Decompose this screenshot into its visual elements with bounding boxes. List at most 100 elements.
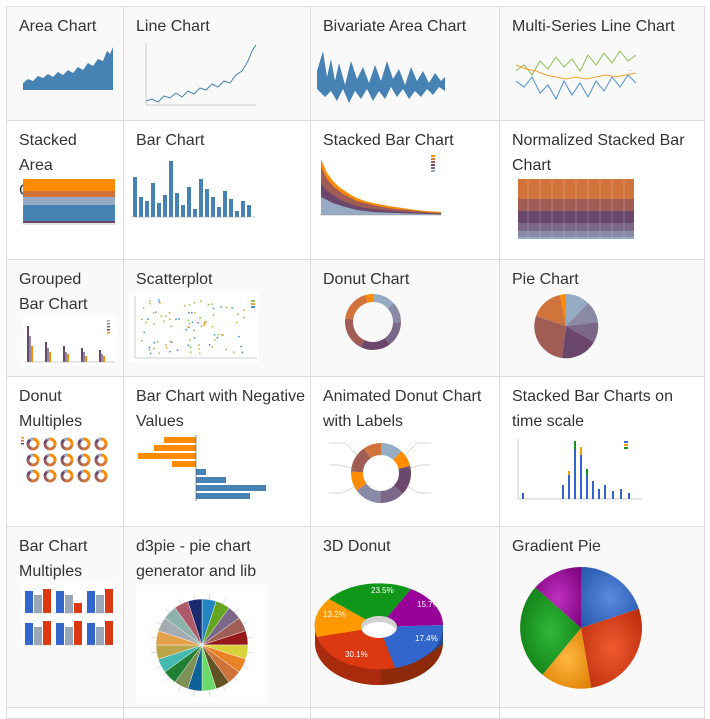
d3pie-label-line bbox=[234, 677, 239, 682]
bivariate-area-chart-thumbnail[interactable] bbox=[317, 41, 445, 111]
d3pie-label-line bbox=[150, 636, 157, 638]
chart-title-link[interactable]: d3pie - pie chart generator and lib bbox=[136, 538, 257, 580]
gallery-cell-bar-chart-negative[interactable]: Bar Chart with Negative Values bbox=[123, 376, 311, 527]
chart-title-link[interactable]: Line Chart bbox=[136, 18, 210, 35]
stacked-bar-chart-thumbnail[interactable] bbox=[317, 153, 445, 221]
gallery-cell-donut-multiples[interactable]: Donut Multiples bbox=[6, 376, 124, 527]
scatter-point bbox=[199, 316, 201, 319]
chart-title-link[interactable]: Pie Chart bbox=[512, 271, 579, 288]
gallery-cell-line-chart[interactable]: Line Chart bbox=[123, 6, 311, 121]
scatter-point bbox=[188, 339, 191, 341]
gradient-pie-thumbnail[interactable] bbox=[516, 563, 646, 693]
gallery-cell-stacked-bar-chart[interactable]: Stacked Bar Chart bbox=[310, 120, 500, 260]
normalized-stacked-bar-chart-thumbnail[interactable] bbox=[518, 179, 634, 241]
scatter-point bbox=[158, 352, 161, 355]
chart-title-link[interactable]: Multi-Series Line Chart bbox=[512, 18, 675, 35]
donut-multiples-thumbnail[interactable] bbox=[21, 435, 115, 485]
scatter-point bbox=[193, 329, 195, 332]
chart-title-link[interactable]: Donut Chart bbox=[323, 271, 410, 288]
scatter-point bbox=[148, 349, 151, 351]
chart-title-link[interactable]: Gradient Pie bbox=[512, 538, 601, 555]
gallery-cell-partial[interactable] bbox=[6, 707, 124, 719]
bar-chart-thumbnail[interactable] bbox=[129, 153, 257, 221]
gallery-cell-d3pie[interactable]: d3pie - pie chart generator and lib bbox=[123, 526, 311, 708]
gallery-cell-grouped-bar-chart[interactable]: Grouped Bar Chart bbox=[6, 259, 124, 377]
gallery-cell-bivariate-area-chart[interactable]: Bivariate Area Chart bbox=[310, 6, 500, 121]
gallery-cell-3d-donut[interactable]: 3D Donut 23.5% 15.7% 13.2% 17.4% 30. bbox=[310, 526, 500, 708]
donut-chart-thumbnail[interactable] bbox=[341, 290, 405, 354]
chart-title-link[interactable]: Area Chart bbox=[19, 18, 97, 35]
donut-multiple-segment bbox=[77, 437, 91, 451]
donut-multiple-segment bbox=[43, 469, 57, 483]
grouped-bar-chart-thumbnail[interactable] bbox=[23, 316, 117, 366]
d3pie-label-line bbox=[247, 652, 254, 654]
chart-title-link[interactable]: Stacked Bar Charts on time scale bbox=[512, 388, 673, 430]
stacked-area-chart-thumbnail[interactable] bbox=[23, 179, 115, 227]
gallery-cell-stacked-bar-time-scale[interactable]: Stacked Bar Charts on time scale bbox=[499, 376, 705, 527]
gallery-cell-multi-series-line-chart[interactable]: Multi-Series Line Chart — bbox=[499, 6, 705, 121]
chart-title-link[interactable]: Bar Chart Multiples bbox=[19, 538, 88, 580]
scatter-point bbox=[183, 305, 186, 307]
gallery-cell-normalized-stacked-bar-chart[interactable]: Normalized Stacked Bar Chart bbox=[499, 120, 705, 260]
bar-chart-multiples-thumbnail[interactable] bbox=[21, 583, 115, 647]
chart-title-link[interactable]: Stacked Bar Chart bbox=[323, 132, 454, 149]
gallery-row: Bar Chart Multiples d3pie - pie chart ge… bbox=[6, 526, 705, 708]
gallery-cell-partial[interactable] bbox=[123, 707, 311, 719]
donut-multiple-segment bbox=[43, 453, 57, 467]
donut-multiple-segment bbox=[94, 437, 108, 451]
pie-chart-thumbnail[interactable] bbox=[530, 290, 602, 362]
multiple-bar bbox=[43, 589, 51, 613]
scatter-point bbox=[225, 348, 227, 351]
gallery-cell-pie-chart[interactable]: Pie Chart bbox=[499, 259, 705, 377]
scatter-point bbox=[189, 346, 192, 348]
donut-multiple-segment bbox=[43, 453, 57, 467]
chart-title-link[interactable]: Normalized Stacked Bar Chart bbox=[512, 132, 685, 174]
3d-donut-thumbnail[interactable]: 23.5% 15.7% 13.2% 17.4% 30.1% bbox=[311, 567, 447, 691]
scatterplot-thumbnail[interactable] bbox=[129, 292, 259, 362]
stacked-bar-time-scale-thumbnail[interactable] bbox=[512, 435, 644, 507]
gallery-cell-bar-chart-multiples[interactable]: Bar Chart Multiples bbox=[6, 526, 124, 708]
legend-swatch bbox=[21, 437, 24, 439]
bar-chart-negative-thumbnail[interactable] bbox=[136, 435, 270, 503]
d3pie-label-line bbox=[242, 621, 249, 625]
gallery-cell-donut-chart[interactable]: Donut Chart bbox=[310, 259, 500, 377]
scatter-point bbox=[154, 311, 157, 313]
d3pie-label-line bbox=[178, 685, 182, 692]
scatter-point bbox=[170, 341, 173, 344]
area-chart-thumbnail[interactable] bbox=[23, 45, 113, 90]
gallery-cell-stacked-area-chart[interactable]: Stacked Area Chart bbox=[6, 120, 124, 260]
donut-multiple-segment bbox=[26, 437, 40, 451]
chart-title-link[interactable]: 3D Donut bbox=[323, 538, 391, 555]
chart-title-link[interactable]: Bar Chart with Negative Values bbox=[136, 388, 305, 430]
chart-title-link[interactable]: Bivariate Area Chart bbox=[323, 18, 467, 35]
d3pie-thumbnail[interactable] bbox=[136, 585, 268, 703]
chart-title-link[interactable]: Scatterplot bbox=[136, 271, 213, 288]
scatter-point bbox=[149, 302, 151, 305]
gallery-cell-partial[interactable] bbox=[499, 707, 705, 719]
scatter-point bbox=[212, 314, 215, 317]
line-chart-thumbnail[interactable] bbox=[138, 41, 258, 111]
scatter-point bbox=[153, 341, 156, 344]
scatter-point bbox=[213, 334, 216, 336]
gallery-cell-gradient-pie[interactable]: Gradient Pie bbox=[499, 526, 705, 708]
scatter-point bbox=[158, 301, 161, 303]
gallery-cell-animated-donut-labels[interactable]: Animated Donut Chart with Labels bbox=[310, 376, 500, 527]
donut-multiple-segment bbox=[77, 469, 91, 483]
svg-text:—: — bbox=[628, 67, 632, 72]
multi-series-line-chart-thumbnail[interactable]: — bbox=[516, 41, 641, 111]
d3pie-label-line bbox=[247, 636, 254, 638]
gallery-cell-bar-chart[interactable]: Bar Chart bbox=[123, 120, 311, 260]
animated-donut-labels-thumbnail[interactable] bbox=[317, 435, 445, 511]
gallery-cell-partial[interactable] bbox=[310, 707, 500, 719]
chart-title-link[interactable]: Animated Donut Chart with Labels bbox=[323, 388, 482, 430]
scatter-point bbox=[165, 346, 168, 349]
scatter-point bbox=[187, 319, 190, 322]
multiple-bar bbox=[74, 621, 82, 645]
chart-title-link[interactable]: Grouped Bar Chart bbox=[19, 271, 88, 313]
gallery-cell-scatterplot[interactable]: Scatterplot bbox=[123, 259, 311, 377]
scatter-point bbox=[197, 321, 199, 324]
chart-title-link[interactable]: Bar Chart bbox=[136, 132, 205, 149]
donut-multiple-segment bbox=[26, 437, 40, 451]
gallery-cell-area-chart[interactable]: Area Chart bbox=[6, 6, 124, 121]
chart-title-link[interactable]: Donut Multiples bbox=[19, 388, 83, 430]
